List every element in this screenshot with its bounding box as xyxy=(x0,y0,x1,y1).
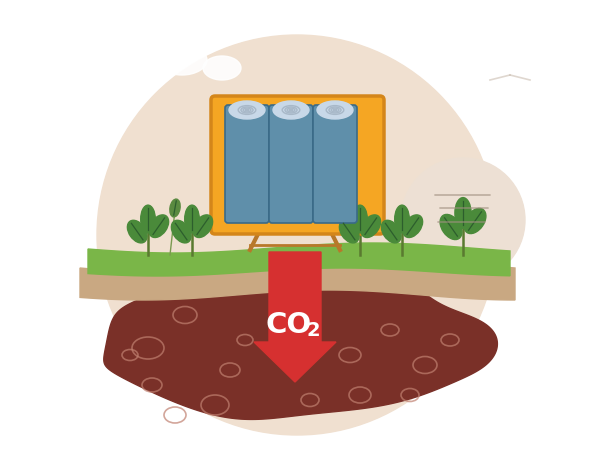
Ellipse shape xyxy=(381,220,401,243)
Ellipse shape xyxy=(394,205,409,233)
Polygon shape xyxy=(88,243,510,276)
Polygon shape xyxy=(104,261,497,419)
Ellipse shape xyxy=(353,205,367,233)
Ellipse shape xyxy=(317,101,353,119)
Ellipse shape xyxy=(464,208,486,234)
Ellipse shape xyxy=(193,215,212,238)
Ellipse shape xyxy=(455,198,471,229)
Text: 2: 2 xyxy=(306,320,320,339)
FancyBboxPatch shape xyxy=(211,96,384,234)
FancyBboxPatch shape xyxy=(269,105,313,223)
Ellipse shape xyxy=(403,215,422,238)
Ellipse shape xyxy=(129,60,167,84)
Ellipse shape xyxy=(184,205,199,233)
Text: CO: CO xyxy=(266,311,312,339)
Ellipse shape xyxy=(157,45,207,75)
Ellipse shape xyxy=(339,220,359,243)
Ellipse shape xyxy=(149,215,168,238)
Polygon shape xyxy=(80,262,515,300)
Ellipse shape xyxy=(171,220,191,243)
Ellipse shape xyxy=(127,220,147,243)
Ellipse shape xyxy=(106,71,134,89)
FancyBboxPatch shape xyxy=(313,105,357,223)
Ellipse shape xyxy=(229,101,265,119)
Circle shape xyxy=(97,35,497,435)
Ellipse shape xyxy=(440,214,462,239)
Ellipse shape xyxy=(361,215,381,238)
Ellipse shape xyxy=(203,56,241,80)
Circle shape xyxy=(401,158,525,282)
Ellipse shape xyxy=(273,101,309,119)
FancyBboxPatch shape xyxy=(225,105,269,223)
Ellipse shape xyxy=(140,205,155,233)
Ellipse shape xyxy=(170,199,180,217)
FancyArrow shape xyxy=(254,252,336,382)
